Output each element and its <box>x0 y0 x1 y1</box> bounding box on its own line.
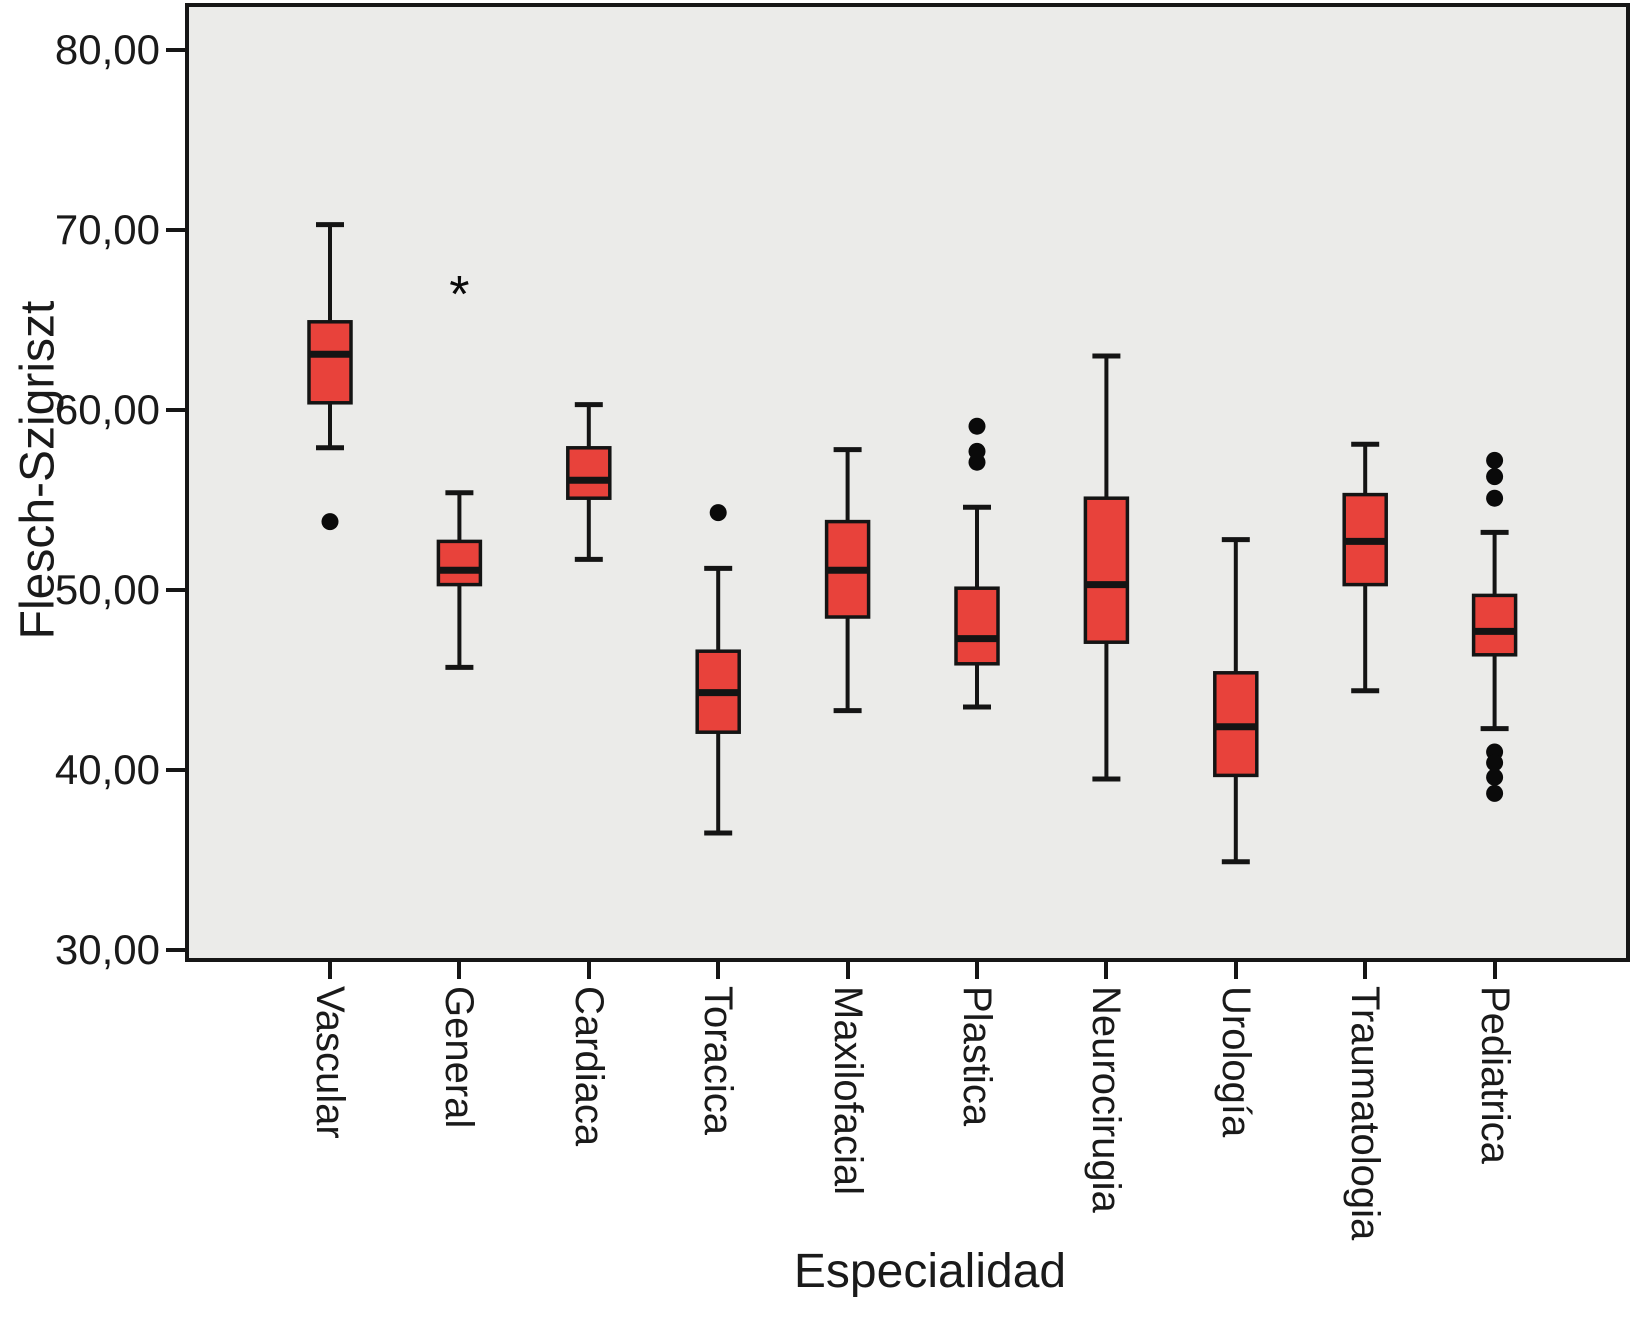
box-group-toracica <box>695 504 741 836</box>
outlier-dot <box>968 417 986 435</box>
x-tick-mark <box>586 962 591 979</box>
outlier-dot <box>1486 468 1504 486</box>
x-tick-mark <box>1104 962 1109 979</box>
x-tick-mark <box>1492 962 1497 979</box>
x-category-label: Plastica <box>955 986 999 1127</box>
outlier-dot <box>709 504 727 522</box>
x-tick-mark <box>975 962 979 979</box>
x-category-label: General <box>437 986 482 1129</box>
y-tick-label: 60,00 <box>54 386 160 433</box>
box-group-maxilofacial <box>824 447 871 714</box>
box-group-pediatrica <box>1471 451 1518 802</box>
y-tick-mark <box>166 768 185 772</box>
box-group-general: * <box>436 266 483 670</box>
outlier-dot <box>968 442 986 460</box>
outlier-dot <box>1486 784 1504 802</box>
x-category-label: Urología <box>1213 986 1258 1138</box>
box-group-neurocirugia <box>1083 353 1130 782</box>
x-tick-mark <box>1233 962 1238 979</box>
plot-svg: * <box>307 222 1518 865</box>
y-tick-label: 80,00 <box>54 26 160 73</box>
iqr-box <box>1083 496 1130 644</box>
x-category-label: Neurocirugia <box>1084 986 1129 1213</box>
x-category-label: Vascular <box>308 986 352 1139</box>
y-tick-mark <box>166 408 185 412</box>
extreme-outlier-asterisk: * <box>449 266 469 324</box>
x-tick-mark <box>716 962 721 979</box>
y-tick-label: 30,00 <box>54 926 160 973</box>
x-axis-title: Especialidad <box>793 1245 1067 1298</box>
y-tick-label: 70,00 <box>54 206 160 253</box>
x-tick-mark <box>1363 962 1368 979</box>
box-group-vascular <box>307 222 353 531</box>
x-tick-mark <box>328 962 332 979</box>
outlier-dot <box>321 513 339 531</box>
x-category-label: Pediatrica <box>1472 986 1517 1164</box>
box-group-traumatologia <box>1342 441 1388 694</box>
box-group-urología <box>1213 537 1259 865</box>
iqr-box <box>1471 593 1518 657</box>
y-tick-mark <box>166 48 185 52</box>
iqr-box <box>566 446 612 500</box>
y-tick-mark <box>166 588 185 592</box>
outlier-dot <box>1486 451 1504 469</box>
x-category-label: Maxilofacial <box>825 986 870 1195</box>
outlier-dot <box>1486 754 1504 772</box>
iqr-box <box>436 539 483 587</box>
x-tick-mark <box>845 962 850 979</box>
x-tick-mark <box>457 962 462 979</box>
y-tick-label: 40,00 <box>54 746 160 793</box>
outlier-dot <box>1486 768 1504 786</box>
y-tick-mark <box>166 948 185 952</box>
iqr-box <box>307 320 353 405</box>
iqr-box <box>954 586 1000 666</box>
x-category-label: Cardiaca <box>566 986 611 1147</box>
plot-area: * <box>185 3 1630 962</box>
x-category-label: Toracica <box>696 986 741 1135</box>
y-tick-label: 50,00 <box>54 566 160 613</box>
box-group-plastica <box>954 417 1000 710</box>
x-category-label: Traumatologia <box>1343 986 1388 1241</box>
outlier-dot <box>1486 489 1504 507</box>
y-tick-mark <box>166 228 185 232</box>
box-group-cardiaca <box>566 402 612 562</box>
